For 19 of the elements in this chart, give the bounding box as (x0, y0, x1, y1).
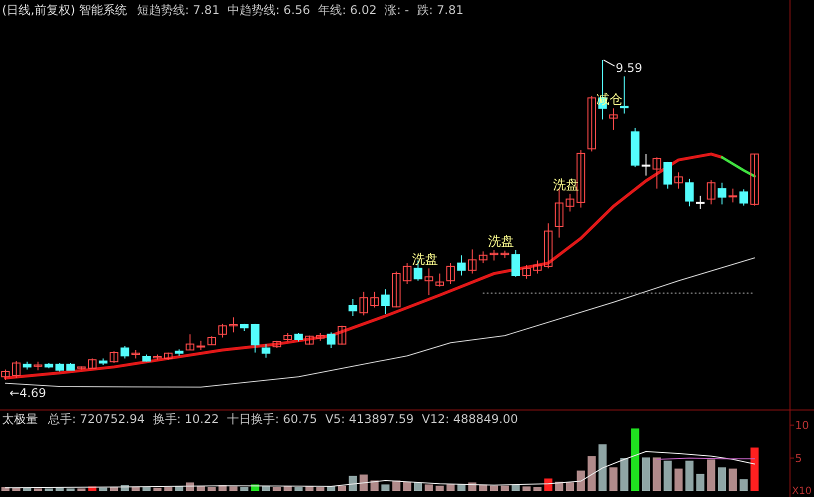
annotation: 洗盘 (412, 252, 438, 268)
annotation: 总手: 720752.94 (47, 412, 145, 426)
y-tick-label: 10 (795, 419, 809, 432)
annotation: V12: 488849.00 (422, 412, 518, 426)
annotation: 换手: 10.22 (152, 412, 219, 426)
text: 涨: - (384, 3, 409, 17)
y-axis-title: X10 (792, 486, 812, 497)
annotation: ←4.69 (9, 386, 46, 400)
annotation: 9.59 (616, 61, 642, 75)
text: 中趋势线: 6.56 (228, 3, 310, 17)
text: 短趋势线: 7.81 (137, 3, 220, 17)
annotation: 洗盘 (488, 234, 514, 250)
annotation: 十日换手: 60.75 (226, 412, 318, 426)
y-tick-label: 5 (795, 452, 802, 466)
title: (日线,前复权) 智能系统 (2, 3, 127, 17)
text: 年线: 6.02 (318, 3, 377, 17)
annotation: V5: 413897.59 (325, 412, 414, 426)
title: 太极量 (2, 412, 38, 426)
text: 跌: 7.81 (416, 3, 464, 17)
